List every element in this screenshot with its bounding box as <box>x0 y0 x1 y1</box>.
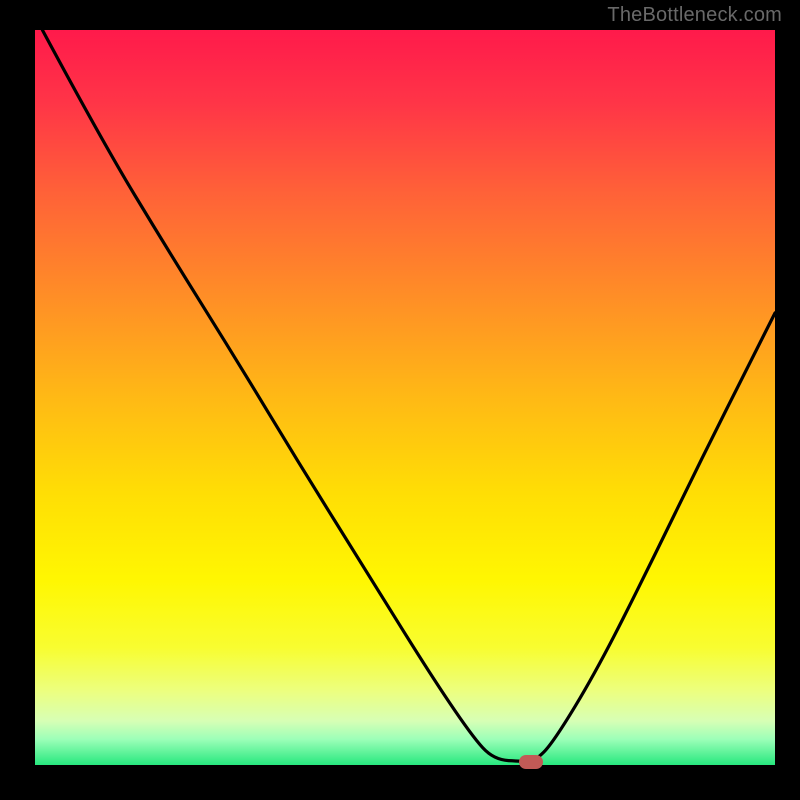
optimal-marker <box>519 755 543 769</box>
curve-path <box>42 30 775 761</box>
bottleneck-curve <box>0 0 800 800</box>
